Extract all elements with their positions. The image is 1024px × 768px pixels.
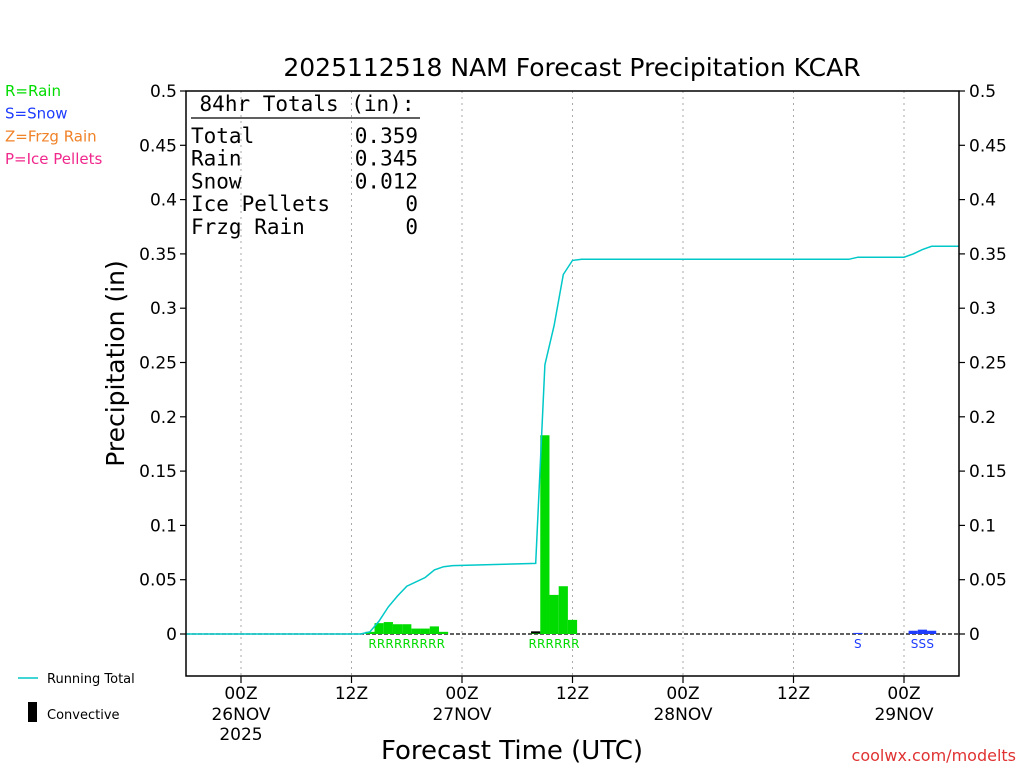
x-tick-date: 27NOV xyxy=(432,705,491,725)
precip-bar xyxy=(540,435,550,634)
y-tick-label-left: 0.25 xyxy=(139,354,177,374)
precip-bar xyxy=(402,624,412,634)
totals-box: 84hr Totals (in): Total 0.359 Rain 0.345 Sno… xyxy=(191,92,420,239)
y-tick-label-left: 0.05 xyxy=(139,571,177,591)
precip-bar xyxy=(927,630,937,634)
precip-type-label: S xyxy=(854,637,862,651)
y-tick-label-right: 0 xyxy=(969,625,980,645)
precip-bar xyxy=(549,594,559,634)
legend-label: Running Total xyxy=(47,672,135,687)
vertical-gridlines xyxy=(240,91,905,676)
y-axis-left: 0 0.05 0.1 0.15 0.2 0.25 0.3 0.35 0.4 0.45 0.5 xyxy=(139,82,186,645)
precip-bar xyxy=(420,628,430,634)
totals-row-label: Total xyxy=(191,124,254,148)
y-tick-label-left: 0.1 xyxy=(150,516,177,536)
precip-type-label: RRRRRRRRR xyxy=(368,637,445,651)
precip-bar xyxy=(392,624,403,634)
y-tick-label-left: 0.35 xyxy=(139,245,177,265)
y-tick-label-left: 0.2 xyxy=(150,408,177,428)
y-tick-label-right: 0.05 xyxy=(969,571,1007,591)
y-tick-label-left: 0.4 xyxy=(150,191,177,211)
precip-type-legend-item: P=Ice Pellets xyxy=(5,150,102,168)
precip-bar xyxy=(567,619,578,634)
convective-bar xyxy=(531,631,541,634)
legend-label: Convective xyxy=(47,708,120,723)
x-tick-date: 29NOV xyxy=(874,705,933,725)
totals-row-label: Ice Pellets xyxy=(191,192,330,216)
x-tick-label: 00Z xyxy=(445,684,478,704)
precip-bar xyxy=(365,631,375,634)
series-legend: Running Total Convective xyxy=(18,672,135,723)
y-tick-label-right: 0.45 xyxy=(969,136,1007,156)
precip-bar xyxy=(383,622,393,634)
y-tick-label-left: 0.3 xyxy=(150,299,177,319)
x-tick-date: 28NOV xyxy=(653,705,712,725)
precip-type-legend: R=Rain S=Snow Z=Frzg Rain P=Ice Pellets xyxy=(5,82,102,168)
totals-row-value: 0.345 xyxy=(355,147,418,171)
precip-bars xyxy=(365,435,937,634)
x-tick-label: 12Z xyxy=(556,684,589,704)
precip-bar xyxy=(853,632,863,634)
plot-frame xyxy=(185,90,960,677)
y-tick-label-left: 0 xyxy=(166,625,177,645)
y-axis-right: 0 0.05 0.1 0.15 0.2 0.25 0.3 0.35 0.4 0.45 0.5 xyxy=(959,82,1007,645)
y-tick-label-left: 0.15 xyxy=(139,462,177,482)
precip-bar xyxy=(917,629,928,634)
footer-credit: coolwx.com/modelts xyxy=(852,746,1016,765)
y-tick-label-right: 0.2 xyxy=(969,408,996,428)
y-tick-label-right: 0.25 xyxy=(969,354,1007,374)
totals-row-value: 0.012 xyxy=(355,169,418,193)
precip-type-legend-item: R=Rain xyxy=(5,82,61,100)
totals-row-label: Frzg Rain xyxy=(191,215,305,239)
totals-row-value: 0 xyxy=(405,192,418,216)
y-tick-label-right: 0.35 xyxy=(969,245,1007,265)
y-tick-label-right: 0.3 xyxy=(969,299,996,319)
x-axis-label: Forecast Time (UTC) xyxy=(381,736,643,766)
precip-type-labels: RRRRRRRRR RRRRRR S SSS xyxy=(368,637,934,651)
y-tick-label-right: 0.4 xyxy=(969,191,996,211)
running-total-line xyxy=(185,245,960,635)
x-tick-label: 00Z xyxy=(224,684,257,704)
totals-row-value: 0.359 xyxy=(355,124,418,148)
y-tick-label-right: 0.1 xyxy=(969,516,996,536)
precip-bar xyxy=(374,623,384,634)
totals-row-label: Rain xyxy=(191,147,242,171)
y-tick-label-right: 0.15 xyxy=(969,462,1007,482)
precip-bar xyxy=(558,586,568,634)
totals-header: 84hr Totals (in): xyxy=(200,92,415,116)
precip-bar xyxy=(438,631,449,634)
legend-swatch-bar xyxy=(28,702,37,722)
y-tick-label-right: 0.5 xyxy=(969,82,996,102)
y-axis-label: Precipitation (in) xyxy=(101,260,130,467)
totals-row-value: 0 xyxy=(405,215,418,239)
y-tick-label-left: 0.5 xyxy=(150,82,177,102)
precip-type-legend-item: S=Snow xyxy=(5,105,68,123)
precip-type-label: RRRRRR xyxy=(528,637,579,651)
precip-bar xyxy=(411,628,421,634)
precip-bar xyxy=(908,630,918,634)
x-tick-year: 2025 xyxy=(219,725,262,745)
x-tick-date: 26NOV xyxy=(211,705,270,725)
x-tick-label: 12Z xyxy=(777,684,810,704)
x-tick-label: 00Z xyxy=(887,684,920,704)
precip-type-legend-item: Z=Frzg Rain xyxy=(5,127,97,145)
x-tick-label: 00Z xyxy=(666,684,699,704)
totals-row-label: Snow xyxy=(191,169,242,193)
x-tick-label: 12Z xyxy=(335,684,368,704)
y-tick-label-left: 0.45 xyxy=(139,136,177,156)
precip-bar xyxy=(429,626,439,634)
chart-title: 2025112518 NAM Forecast Precipitation KC… xyxy=(283,53,860,82)
precip-type-label: SSS xyxy=(911,637,934,651)
